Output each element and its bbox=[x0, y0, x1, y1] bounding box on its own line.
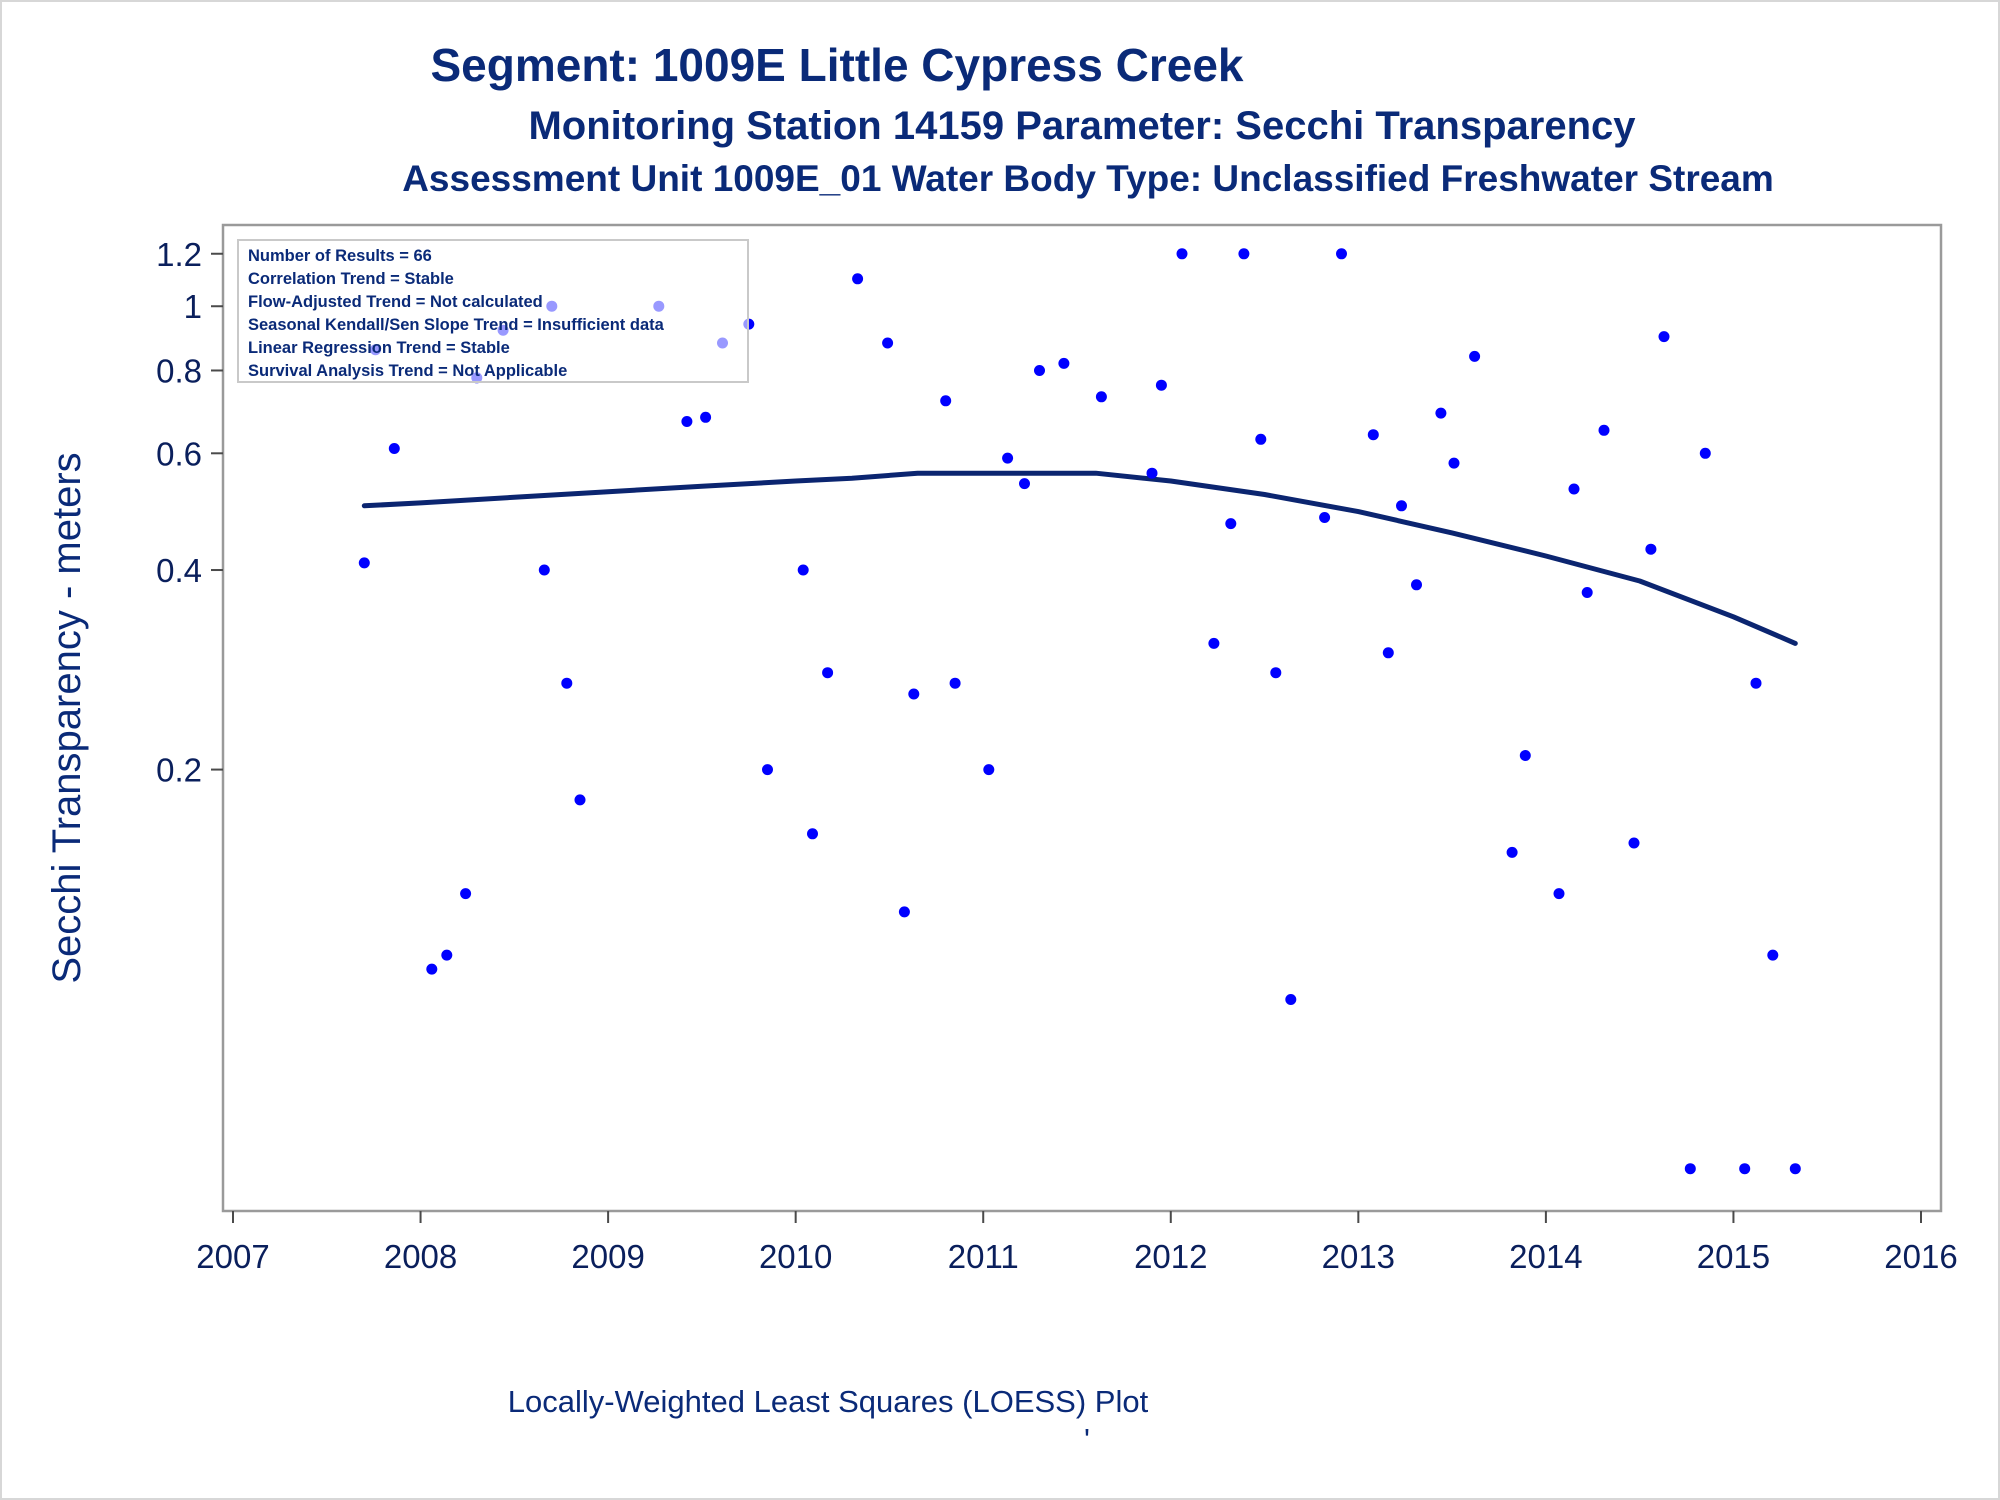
x-tick-label: 2016 bbox=[1884, 1238, 1957, 1275]
data-point bbox=[1058, 357, 1070, 369]
data-point bbox=[1034, 365, 1045, 376]
data-point bbox=[1628, 837, 1640, 849]
data-point bbox=[908, 688, 920, 700]
x-tick-label: 2012 bbox=[1134, 1238, 1207, 1275]
y-tick-label: 1 bbox=[184, 288, 202, 325]
data-point bbox=[1469, 350, 1481, 362]
stats-seasonal-kendall-trend: Seasonal Kendall/Sen Slope Trend = Insuf… bbox=[248, 316, 665, 334]
data-point bbox=[1568, 483, 1580, 495]
plot-frame bbox=[221, 223, 1943, 1213]
data-point bbox=[1382, 647, 1394, 659]
data-point bbox=[1767, 949, 1779, 961]
data-point bbox=[1238, 248, 1250, 260]
data-point bbox=[822, 667, 834, 679]
data-point bbox=[460, 888, 472, 900]
data-point bbox=[983, 764, 995, 776]
x-tick-label: 2008 bbox=[384, 1238, 457, 1275]
data-point bbox=[797, 564, 809, 576]
data-point bbox=[762, 764, 773, 776]
data-point bbox=[1645, 543, 1657, 555]
data-point bbox=[561, 677, 573, 689]
data-point bbox=[538, 564, 550, 576]
data-point bbox=[388, 443, 400, 454]
y-tick-label: 0.8 bbox=[156, 352, 202, 389]
data-point bbox=[1095, 391, 1107, 403]
data-point bbox=[1208, 637, 1220, 649]
x-tick-label: 2009 bbox=[571, 1238, 644, 1275]
y-tick-label: 1.2 bbox=[156, 236, 202, 273]
data-point bbox=[1506, 846, 1518, 858]
data-point bbox=[700, 411, 712, 423]
chart-subtitle-assessment: Assessment Unit 1009E_01 Water Body Type… bbox=[402, 158, 1774, 199]
data-point bbox=[1319, 512, 1331, 523]
data-point bbox=[1684, 1163, 1696, 1175]
stats-box: Number of Results = 66 Correlation Trend… bbox=[237, 239, 749, 383]
loess-layer bbox=[361, 470, 1798, 646]
data-point bbox=[1285, 994, 1297, 1005]
x-tick-label: 2015 bbox=[1697, 1238, 1770, 1275]
data-point bbox=[940, 395, 952, 407]
data-point bbox=[1789, 1163, 1801, 1175]
x-tick-label: 2013 bbox=[1322, 1238, 1395, 1275]
data-point bbox=[852, 273, 864, 285]
data-point bbox=[1155, 379, 1167, 391]
x-tick-label: 2014 bbox=[1509, 1238, 1582, 1275]
stats-number-of-results: Number of Results = 66 bbox=[248, 247, 432, 265]
loess-line bbox=[361, 470, 1798, 646]
chart-subtitle-station: Monitoring Station 14159 Parameter: Secc… bbox=[528, 104, 1636, 148]
data-point bbox=[1176, 248, 1188, 260]
data-point bbox=[426, 963, 438, 975]
chart-footnote-mark: ' bbox=[1084, 1422, 1090, 1457]
data-point bbox=[1336, 248, 1347, 260]
data-point bbox=[441, 949, 453, 961]
y-axis-label: Secchi Transparency - meters bbox=[45, 452, 89, 983]
data-point bbox=[1553, 888, 1565, 900]
data-point bbox=[1255, 433, 1267, 445]
x-tick-label: 2011 bbox=[948, 1238, 1019, 1275]
data-point bbox=[1146, 467, 1158, 479]
data-point bbox=[1658, 331, 1670, 343]
data-point bbox=[807, 828, 818, 840]
stats-flow-adjusted-trend: Flow-Adjusted Trend = Not calculated bbox=[248, 293, 543, 311]
chart-footnote: Locally-Weighted Least Squares (LOESS) P… bbox=[508, 1384, 1149, 1419]
y-axis: 0.2 0.4 0.6 0.8 1 1.2 bbox=[156, 236, 223, 789]
stats-linear-regression-trend: Linear Regression Trend = Stable bbox=[248, 339, 510, 357]
data-point bbox=[1411, 579, 1422, 591]
stats-survival-analysis-trend: Survival Analysis Trend = Not Applicable bbox=[248, 362, 567, 380]
data-point bbox=[1270, 667, 1282, 679]
data-point bbox=[1581, 587, 1593, 598]
data-point bbox=[1019, 478, 1030, 490]
x-axis: 2007 2008 2009 2010 2011 2012 2013 2014 2015 2016 bbox=[196, 1211, 1958, 1275]
data-point bbox=[1435, 407, 1447, 419]
data-point bbox=[1448, 457, 1460, 469]
data-point bbox=[949, 677, 961, 689]
stats-correlation-trend: Correlation Trend = Stable bbox=[248, 270, 454, 288]
data-point bbox=[1396, 500, 1407, 512]
data-point bbox=[882, 337, 894, 349]
data-point bbox=[1002, 452, 1014, 464]
data-point bbox=[1739, 1163, 1751, 1175]
y-tick-label: 0.6 bbox=[156, 435, 202, 472]
x-tick-label: 2010 bbox=[759, 1238, 832, 1275]
y-tick-label: 0.4 bbox=[156, 552, 202, 589]
data-point bbox=[681, 416, 693, 427]
data-point bbox=[898, 906, 910, 918]
x-tick-label: 2007 bbox=[196, 1238, 269, 1275]
data-point bbox=[1699, 447, 1711, 459]
data-point bbox=[1225, 518, 1237, 530]
data-point bbox=[574, 794, 586, 806]
scatter-points bbox=[358, 248, 1801, 1175]
data-point bbox=[1367, 429, 1379, 441]
data-point bbox=[1750, 677, 1762, 689]
data-point bbox=[1519, 750, 1531, 761]
data-point bbox=[358, 557, 370, 569]
data-point bbox=[1598, 424, 1610, 436]
chart-title: Segment: 1009E Little Cypress Creek bbox=[430, 39, 1243, 91]
y-tick-label: 0.2 bbox=[156, 752, 202, 789]
stats-box-frame bbox=[237, 239, 749, 383]
